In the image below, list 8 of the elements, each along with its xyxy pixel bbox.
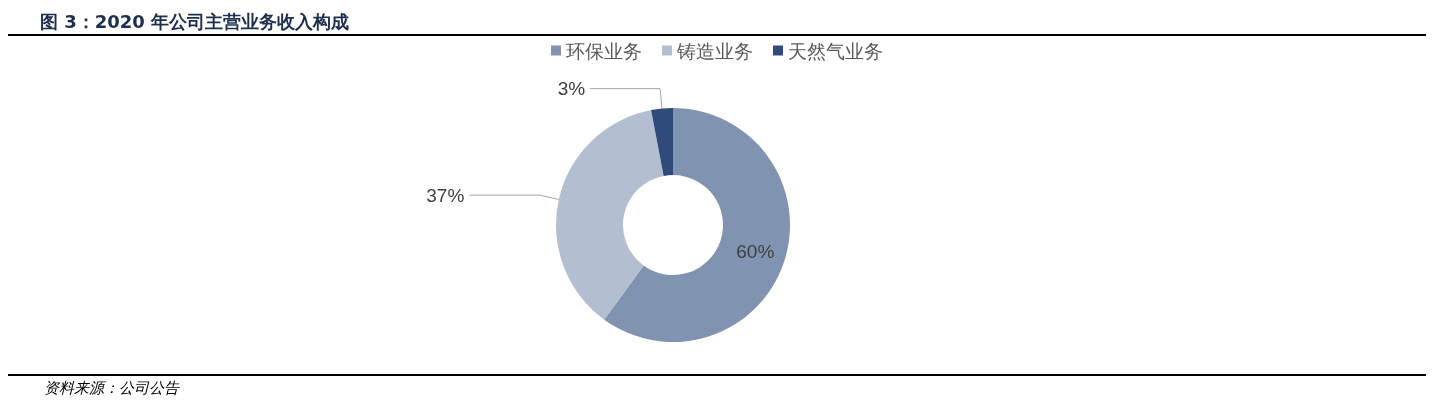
data-label: 60% (736, 241, 775, 263)
text: 图 3：2020 年公司主营业务收入构成 (40, 10, 350, 32)
legend-label: 铸造业务 (676, 39, 753, 62)
text: 资料来源：公司公告 (44, 378, 180, 397)
legend-label: 环保业务 (566, 39, 642, 62)
data-label: 3% (557, 78, 586, 100)
legend-label: 天然气业务 (788, 39, 883, 62)
data-label: 37% (426, 184, 465, 206)
